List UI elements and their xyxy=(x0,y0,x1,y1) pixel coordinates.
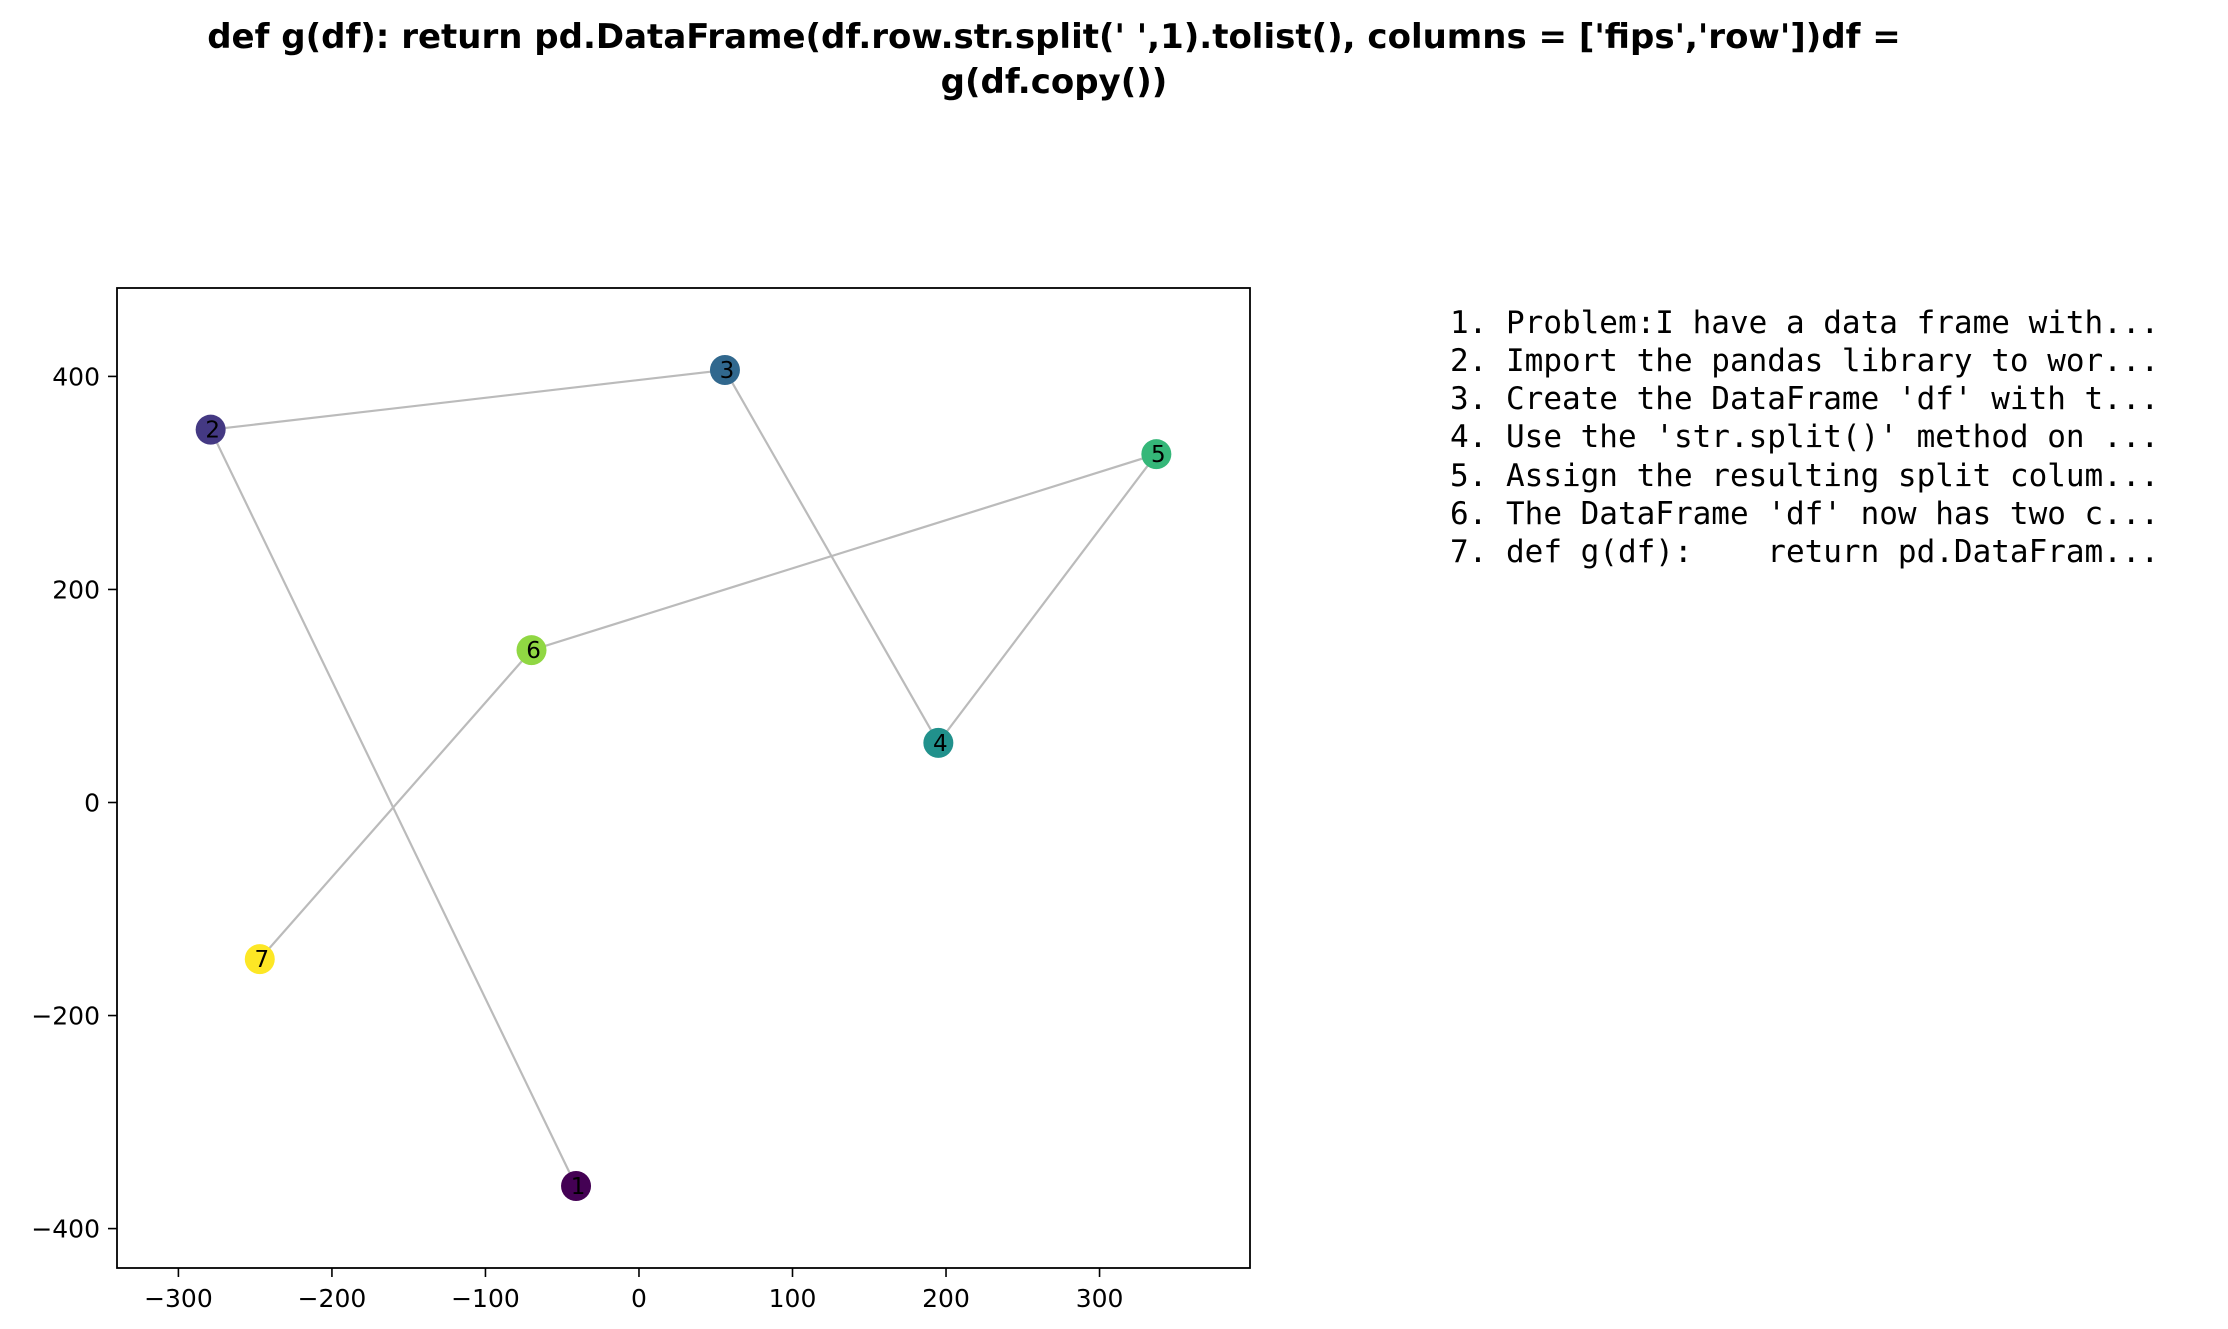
x-tick-label: −200 xyxy=(298,1284,367,1313)
step-item-3: 3. Create the DataFrame 'df' with t... xyxy=(1450,381,2159,417)
point-label: 1 xyxy=(571,1174,586,1200)
steps-list: 1. Problem:I have a data frame with... 2… xyxy=(1450,305,2159,570)
chart-title: def g(df): return pd.DataFrame(df.row.st… xyxy=(207,17,1901,102)
x-tick-label: −100 xyxy=(451,1284,520,1313)
y-tick-label: 0 xyxy=(84,789,100,818)
axes-frame xyxy=(116,287,1251,1269)
y-tick-label: −400 xyxy=(31,1215,100,1244)
data-point xyxy=(244,944,275,975)
data-point xyxy=(1141,439,1172,470)
data-point xyxy=(516,635,547,666)
step-item-6: 6. The DataFrame 'df' now has two c... xyxy=(1450,496,2159,532)
point-label: 6 xyxy=(526,638,541,664)
data-point xyxy=(923,727,954,758)
plot-area: −300 −200 −100 0 100 200 300 −400 −200 0 200 400 1 2 3… xyxy=(31,287,1251,1313)
y-tick-label: 200 xyxy=(52,575,100,604)
x-tick-label: 300 xyxy=(1076,1284,1124,1313)
y-tick-label: −200 xyxy=(31,1002,100,1031)
x-tick-label: 0 xyxy=(631,1284,647,1313)
x-tick-label: −300 xyxy=(144,1284,213,1313)
data-point xyxy=(561,1170,592,1201)
point-label: 7 xyxy=(254,947,269,973)
x-tick-label: 200 xyxy=(922,1284,970,1313)
step-item-1: 1. Problem:I have a data frame with... xyxy=(1450,305,2159,341)
x-tick-label: 100 xyxy=(769,1284,817,1313)
chart-title-line-1: def g(df): return pd.DataFrame(df.row.st… xyxy=(207,17,1901,57)
step-item-2: 2. Import the pandas library to wor... xyxy=(1450,343,2159,379)
data-point xyxy=(195,414,226,445)
point-label: 5 xyxy=(1151,442,1166,468)
y-tick-label: 400 xyxy=(52,362,100,391)
point-label: 2 xyxy=(205,418,220,444)
step-item-5: 5. Assign the resulting split colum... xyxy=(1450,458,2159,494)
step-item-4: 4. Use the 'str.split()' method on ... xyxy=(1450,419,2159,455)
point-label: 3 xyxy=(720,358,735,384)
connecting-line xyxy=(208,368,1160,1187)
point-label: 4 xyxy=(933,731,948,757)
data-point xyxy=(709,355,740,386)
chart-title-line-2: g(df.copy()) xyxy=(941,62,1168,102)
step-item-7: 7. def g(df): return pd.DataFram... xyxy=(1450,534,2159,570)
